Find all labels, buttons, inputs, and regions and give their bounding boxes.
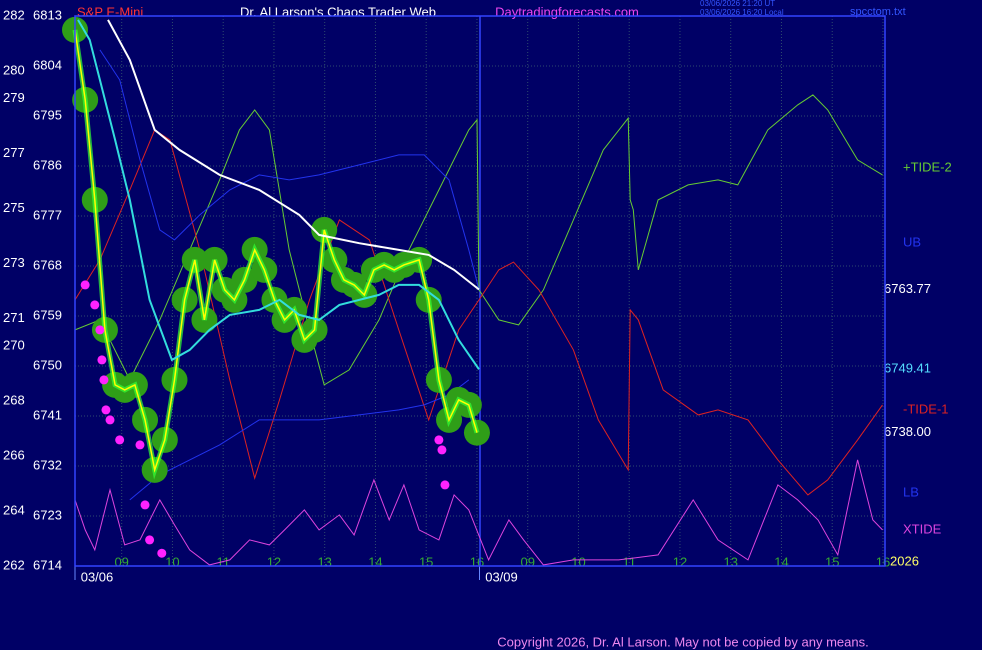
marker-dot bbox=[99, 375, 109, 385]
x-tick-label: 15 bbox=[419, 554, 433, 569]
x-tick-label: 11 bbox=[622, 554, 636, 569]
y-tick-label: 6750 bbox=[33, 357, 62, 372]
y-tick-label: 6804 bbox=[33, 57, 62, 72]
series-line bbox=[129, 379, 470, 501]
end-value-label: 6749.41 bbox=[884, 361, 931, 376]
x-tick-label: 16 bbox=[876, 554, 890, 569]
x-tick-label: 14 bbox=[774, 554, 788, 569]
marker-dot bbox=[115, 435, 125, 445]
timestamp: 03/06/2026 16:20 Local bbox=[700, 8, 784, 17]
marker-dot bbox=[105, 415, 115, 425]
series-line bbox=[107, 19, 480, 291]
marker-dot bbox=[157, 548, 167, 558]
marker-dot bbox=[437, 445, 447, 455]
x-tick-label: 12 bbox=[673, 554, 687, 569]
y-tick-label: 6777 bbox=[33, 207, 62, 222]
x-tick-label: 10 bbox=[571, 554, 585, 569]
legend-label: -TIDE-1 bbox=[903, 401, 949, 416]
plot-frame bbox=[74, 15, 886, 567]
y-tick-label: 6732 bbox=[33, 457, 62, 472]
y2-tick-label: 271 bbox=[3, 310, 25, 325]
end-value-label: 6738.00 bbox=[884, 424, 931, 439]
y2-tick-label: 264 bbox=[3, 502, 25, 517]
marker-dot bbox=[95, 325, 105, 335]
x-tick-label: 09 bbox=[520, 554, 534, 569]
y2-tick-label: 279 bbox=[3, 90, 25, 105]
marker-dot bbox=[101, 405, 111, 415]
series-line bbox=[77, 19, 480, 370]
date-label: 03/06 bbox=[81, 569, 114, 584]
y2-tick-label: 268 bbox=[3, 392, 25, 407]
series-line bbox=[74, 29, 478, 473]
y-tick-label: 6795 bbox=[33, 107, 62, 122]
y2-tick-label: 282 bbox=[3, 7, 25, 22]
marker-dot bbox=[434, 435, 444, 445]
y-tick-label: 6741 bbox=[33, 407, 62, 422]
y2-tick-label: 262 bbox=[3, 557, 25, 572]
y-tick-label: 6723 bbox=[33, 507, 62, 522]
chart-title: Dr. Al Larson's Chaos Trader Web bbox=[240, 4, 436, 19]
legend-label: UB bbox=[903, 234, 921, 249]
series-line bbox=[74, 459, 883, 566]
y2-tick-label: 280 bbox=[3, 62, 25, 77]
y2-tick-label: 277 bbox=[3, 145, 25, 160]
x-tick-label: 13 bbox=[723, 554, 737, 569]
y-tick-label: 6714 bbox=[33, 557, 62, 572]
legend-label: LB bbox=[903, 484, 919, 499]
end-value-label: 6763.77 bbox=[884, 281, 931, 296]
marker-dot bbox=[97, 355, 107, 365]
x-tick-label: 09 bbox=[114, 554, 128, 569]
x-tick-label: 12 bbox=[267, 554, 281, 569]
copyright: Copyright 2026, Dr. Al Larson. May not b… bbox=[497, 634, 868, 649]
date-label: 03/09 bbox=[485, 569, 518, 584]
legend-label: +TIDE-2 bbox=[903, 159, 952, 174]
x-tick-label: 13 bbox=[317, 554, 331, 569]
x-tick-label: 14 bbox=[368, 554, 382, 569]
y2-tick-label: 275 bbox=[3, 200, 25, 215]
y2-tick-label: 273 bbox=[3, 255, 25, 270]
x-tick-label: 10 bbox=[165, 554, 179, 569]
series-line bbox=[74, 94, 883, 386]
y-tick-label: 6768 bbox=[33, 257, 62, 272]
symbol: S&P E-Mini bbox=[77, 4, 143, 19]
marker-dot bbox=[80, 280, 90, 290]
x-tick-label: 15 bbox=[825, 554, 839, 569]
year-label: 2026 bbox=[890, 553, 919, 568]
marker-dot bbox=[90, 300, 100, 310]
y-tick-label: 6786 bbox=[33, 157, 62, 172]
marker-dot bbox=[440, 480, 450, 490]
legend-label: XTIDE bbox=[903, 521, 942, 536]
y-tick-label: 6813 bbox=[33, 7, 62, 22]
file-name: spcctom.txt bbox=[850, 6, 906, 18]
y-tick-label: 6759 bbox=[33, 307, 62, 322]
site: Daytradingforecasts.com bbox=[495, 4, 639, 19]
timestamp: 03/06/2026 21:20 UT bbox=[700, 0, 775, 8]
series-line bbox=[99, 49, 480, 291]
y2-tick-label: 266 bbox=[3, 447, 25, 462]
marker-dot bbox=[145, 535, 155, 545]
marker-dot bbox=[135, 440, 145, 450]
marker-dot bbox=[140, 500, 150, 510]
y2-tick-label: 270 bbox=[3, 337, 25, 352]
x-tick-label: 16 bbox=[470, 554, 484, 569]
